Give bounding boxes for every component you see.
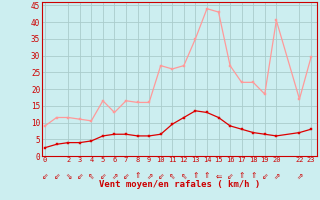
Text: ⇑: ⇑ [134,171,141,180]
Text: ⇗: ⇗ [146,171,152,180]
Text: ⇙: ⇙ [53,171,60,180]
Text: ⇐: ⇐ [215,171,222,180]
Text: ⇗: ⇗ [273,171,279,180]
Text: ⇖: ⇖ [88,171,94,180]
Text: ⇙: ⇙ [123,171,129,180]
Text: ⇖: ⇖ [180,171,187,180]
Text: ⇙: ⇙ [42,171,48,180]
X-axis label: Vent moyen/en rafales ( km/h ): Vent moyen/en rafales ( km/h ) [99,180,260,189]
Text: ⇙: ⇙ [227,171,233,180]
Text: ⇙: ⇙ [157,171,164,180]
Text: ⇑: ⇑ [192,171,199,180]
Text: ⇑: ⇑ [238,171,245,180]
Text: ⇙: ⇙ [261,171,268,180]
Text: ⇖: ⇖ [169,171,175,180]
Text: ⇑: ⇑ [204,171,210,180]
Text: ⇗: ⇗ [111,171,118,180]
Text: ⇘: ⇘ [65,171,71,180]
Text: ⇑: ⇑ [250,171,256,180]
Text: ⇗: ⇗ [296,171,303,180]
Text: ⇙: ⇙ [100,171,106,180]
Text: ⇙: ⇙ [76,171,83,180]
